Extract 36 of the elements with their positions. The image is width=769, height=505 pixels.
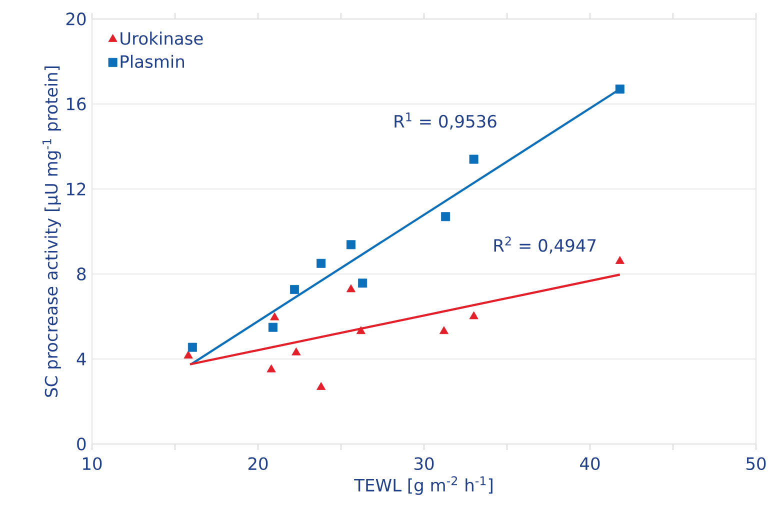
legend-label: Urokinase: [120, 32, 203, 45]
y-tick-label: 4: [76, 352, 86, 366]
x-tick-label: 30: [414, 457, 434, 470]
point: [439, 326, 448, 334]
annotation: R$^{2}$ = 0,4947: [494, 236, 596, 254]
point: [469, 311, 478, 320]
point: [184, 350, 193, 359]
point: [615, 84, 624, 94]
x-tick-label: 40: [580, 457, 600, 470]
point: [316, 258, 326, 268]
point: [469, 154, 478, 164]
y-tick-label: 20: [66, 12, 86, 26]
y-tick-label: 8: [77, 268, 86, 280]
point: [188, 342, 197, 352]
point: [266, 364, 276, 372]
y-tick-label: 12: [67, 182, 86, 196]
legend-label: Plasmin: [120, 54, 184, 68]
point: [346, 240, 356, 250]
y-tick-label: 0: [77, 438, 86, 450]
x-tick-label: 10: [83, 457, 102, 470]
x-tick-label: 50: [746, 457, 766, 470]
annotation: R$^{1}$ = 0,9536: [394, 112, 496, 130]
point: [292, 347, 301, 356]
point: [290, 285, 300, 294]
point: [346, 284, 356, 292]
x-tick-label: 20: [248, 457, 268, 470]
point: [268, 322, 278, 332]
point: [441, 212, 450, 222]
point: [316, 382, 326, 390]
point: [615, 256, 624, 264]
x-axis-title: TEWL [g m$^{-2}$ h$^{-1}$]: [354, 476, 492, 495]
point: [270, 312, 280, 320]
point: [358, 278, 368, 288]
point: [356, 326, 366, 334]
y-axis-title: SC procrease activity [µU mg$^{-1}$ protein]: [42, 66, 61, 397]
y-tick-label: 16: [67, 98, 86, 110]
